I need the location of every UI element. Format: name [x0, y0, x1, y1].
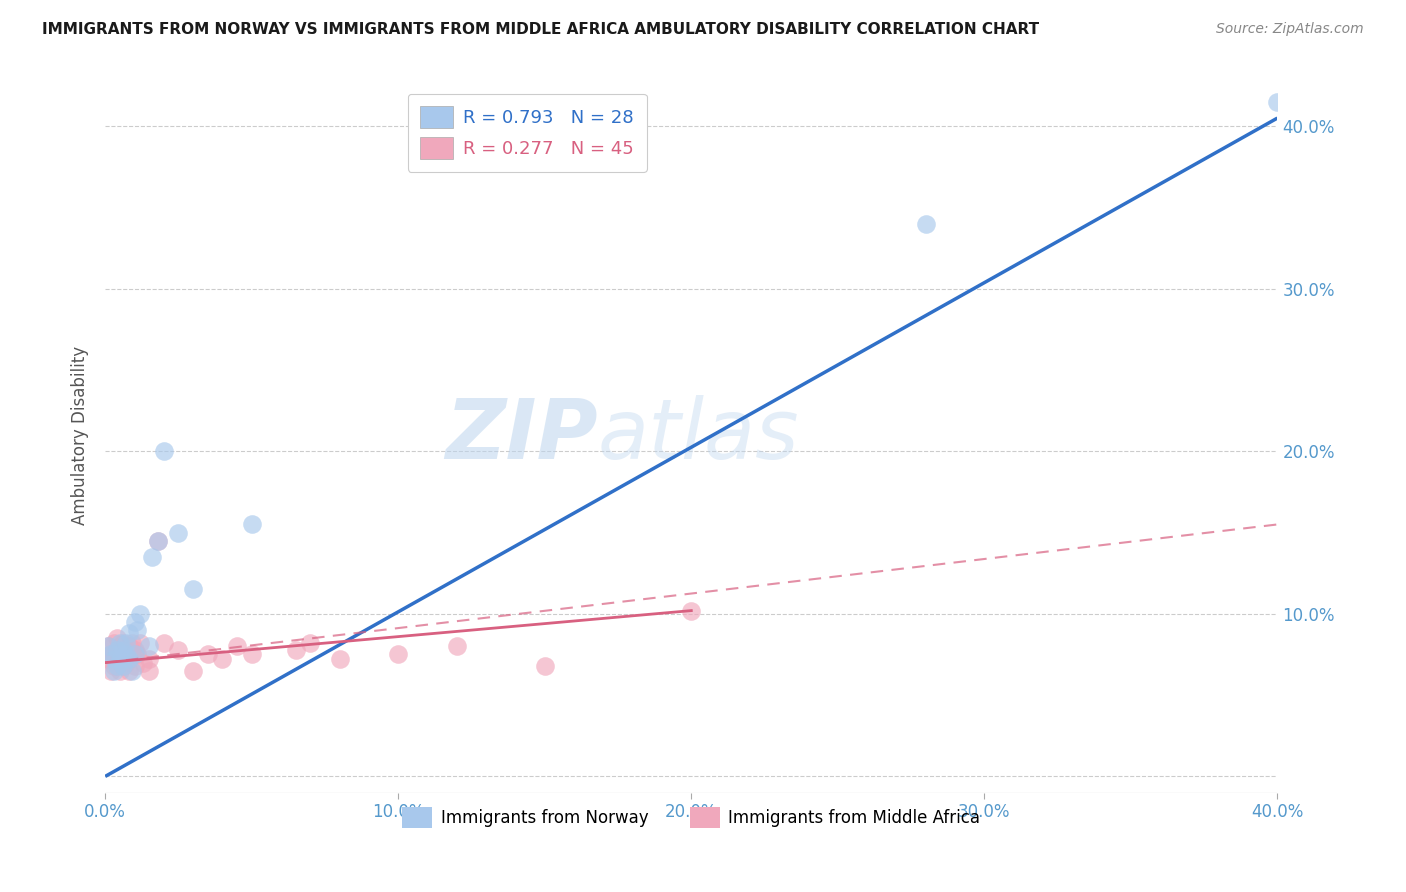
Text: ZIP: ZIP — [444, 394, 598, 475]
Point — [299, 636, 322, 650]
Point — [681, 604, 703, 618]
Y-axis label: Ambulatory Disability: Ambulatory Disability — [72, 345, 89, 524]
Point — [153, 444, 176, 458]
Point — [105, 658, 128, 673]
Point — [127, 623, 149, 637]
Point — [100, 664, 122, 678]
Point — [100, 648, 122, 662]
Point — [108, 640, 131, 654]
Text: Source: ZipAtlas.com: Source: ZipAtlas.com — [1216, 22, 1364, 37]
Point — [118, 664, 141, 678]
Point — [108, 652, 131, 666]
Point — [446, 640, 468, 654]
Point — [108, 652, 131, 666]
Point — [111, 648, 134, 662]
Point — [181, 664, 204, 678]
Point — [118, 640, 141, 654]
Point — [167, 525, 190, 540]
Point — [105, 642, 128, 657]
Point — [114, 648, 136, 662]
Point — [103, 658, 125, 673]
Point — [132, 656, 155, 670]
Point — [167, 642, 190, 657]
Point — [146, 533, 169, 548]
Point — [153, 636, 176, 650]
Point — [108, 664, 131, 678]
Point — [105, 632, 128, 646]
Point — [114, 636, 136, 650]
Point — [97, 640, 120, 654]
Point — [108, 636, 131, 650]
Point — [124, 642, 146, 657]
Point — [329, 652, 352, 666]
Point — [141, 549, 163, 564]
Point — [111, 658, 134, 673]
Point — [121, 648, 143, 662]
Point — [121, 636, 143, 650]
Point — [103, 664, 125, 678]
Point — [105, 656, 128, 670]
Point — [111, 636, 134, 650]
Point — [121, 664, 143, 678]
Point — [197, 648, 219, 662]
Point — [103, 636, 125, 650]
Point — [118, 626, 141, 640]
Point — [533, 658, 555, 673]
Point — [211, 652, 233, 666]
Point — [118, 652, 141, 666]
Point — [146, 533, 169, 548]
Point — [1267, 95, 1289, 109]
Point — [124, 615, 146, 629]
Point — [97, 640, 120, 654]
Point — [114, 642, 136, 657]
Point — [103, 652, 125, 666]
Point — [914, 217, 936, 231]
Point — [240, 648, 263, 662]
Point — [240, 517, 263, 532]
Point — [387, 648, 409, 662]
Point — [129, 636, 152, 650]
Point — [181, 582, 204, 597]
Point — [118, 652, 141, 666]
Point — [97, 652, 120, 666]
Point — [103, 648, 125, 662]
Point — [105, 642, 128, 657]
Point — [124, 648, 146, 662]
Point — [111, 642, 134, 657]
Text: IMMIGRANTS FROM NORWAY VS IMMIGRANTS FROM MIDDLE AFRICA AMBULATORY DISABILITY CO: IMMIGRANTS FROM NORWAY VS IMMIGRANTS FRO… — [42, 22, 1039, 37]
Text: atlas: atlas — [598, 394, 799, 475]
Legend: Immigrants from Norway, Immigrants from Middle Africa: Immigrants from Norway, Immigrants from … — [395, 801, 987, 834]
Point — [226, 640, 249, 654]
Point — [138, 652, 160, 666]
Point — [111, 658, 134, 673]
Point — [114, 656, 136, 670]
Point — [284, 642, 307, 657]
Point — [129, 607, 152, 621]
Point — [100, 648, 122, 662]
Point — [127, 648, 149, 662]
Point — [138, 640, 160, 654]
Point — [138, 664, 160, 678]
Point — [124, 658, 146, 673]
